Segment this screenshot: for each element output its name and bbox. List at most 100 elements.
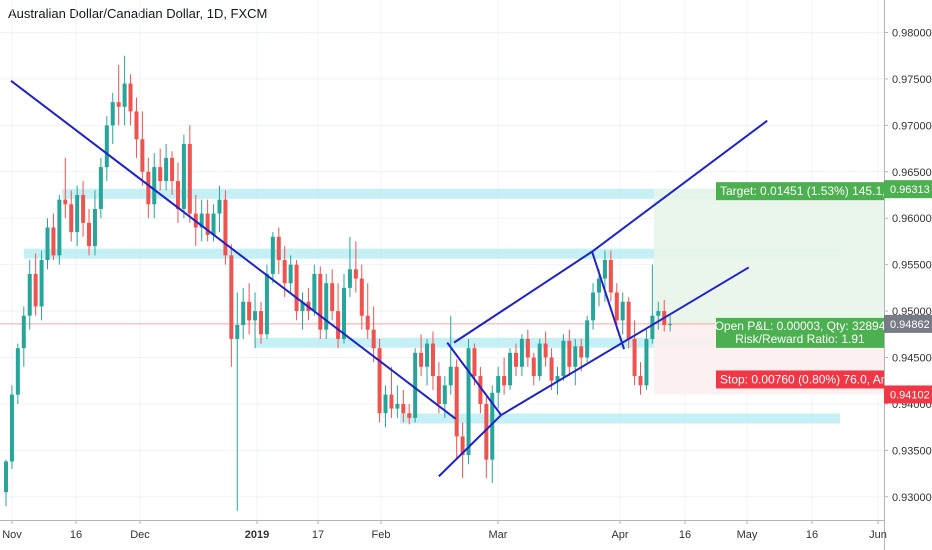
candle-body: [205, 213, 210, 235]
candle-body: [555, 376, 560, 381]
trend-line: [446, 342, 502, 416]
current-price-tag-bg: [884, 314, 932, 333]
target-price-tag: 0.96313: [890, 184, 930, 196]
candle-body: [187, 143, 192, 214]
candle-body: [33, 273, 38, 307]
candle-body: [158, 167, 163, 182]
y-tick-label: 0.93500: [892, 445, 932, 457]
candle-body: [543, 343, 548, 358]
candle-body: [496, 376, 501, 393]
candle-body: [478, 376, 483, 404]
candle-body: [436, 376, 441, 404]
trend-line: [591, 251, 626, 350]
candle-body: [211, 213, 216, 235]
candle-body: [395, 403, 400, 409]
position-tool[interactable]: [0, 189, 884, 395]
candle-body: [561, 340, 566, 377]
candle-body: [264, 273, 269, 335]
y-tick-label: 0.98000: [892, 28, 932, 40]
trend-line: [591, 119, 768, 253]
candle-body: [235, 325, 240, 339]
candle-body: [549, 357, 554, 381]
y-tick-label: 0.96000: [892, 213, 932, 225]
candle-body: [490, 392, 495, 460]
candle-body: [9, 394, 14, 462]
candle-body: [573, 346, 578, 367]
candle-body: [650, 315, 655, 339]
candle-body: [597, 278, 601, 293]
x-tick-label: Mar: [489, 529, 508, 541]
candle-body: [181, 143, 186, 209]
candle-body: [51, 227, 56, 256]
candle-body: [591, 292, 596, 321]
price-axis-bg: [884, 0, 932, 550]
y-tick-label: 0.93000: [892, 492, 932, 504]
candle-body: [63, 199, 68, 205]
candle-body: [134, 111, 139, 140]
candle-body: [377, 348, 382, 414]
candle-body: [454, 366, 459, 437]
candle-body: [300, 301, 305, 312]
y-tick-label: 0.94500: [892, 353, 932, 365]
trend-line: [438, 414, 502, 478]
candle-body: [282, 260, 287, 284]
trend-line: [453, 250, 593, 344]
candle-body: [336, 311, 341, 339]
time-axis-bg: [0, 520, 884, 550]
position-labels: Target: 0.01451 (1.53%) 145.1, Amount: St…: [715, 182, 932, 389]
candle-body: [342, 287, 347, 339]
target-price-tag-bg: [884, 180, 932, 199]
x-tick-label: Nov: [2, 529, 22, 541]
candle-body: [668, 324, 673, 326]
candle-body: [253, 311, 258, 321]
time-axis[interactable]: Nov 16 Dec 2019 17 Feb Mar Apr 16 May 16 Jun: [0, 520, 887, 550]
candle-body: [537, 343, 542, 377]
x-tick-label: Dec: [130, 529, 150, 541]
y-tick-label: 0.97500: [892, 74, 932, 86]
stop-price-tag-bg: [884, 385, 932, 404]
x-tick-label: 2019: [245, 529, 269, 541]
x-tick-label: May: [737, 529, 758, 541]
candle-body: [140, 139, 145, 172]
x-tick-label: 16: [679, 529, 691, 541]
price-axis[interactable]: 0.98000 0.97500 0.97000 0.96500 0.96000 0.955…: [884, 0, 932, 550]
x-tick-label: 16: [70, 529, 82, 541]
candle-body: [508, 352, 513, 386]
x-tick-label: Feb: [372, 529, 391, 541]
candle-body: [288, 264, 293, 284]
candle-body: [270, 236, 275, 274]
candle-body: [638, 376, 643, 386]
candle-body: [21, 315, 26, 349]
candle-body: [258, 311, 263, 335]
candle-body: [519, 338, 524, 367]
candle-body: [39, 260, 44, 307]
candle-body: [223, 199, 228, 256]
candle-body: [276, 236, 281, 260]
candle-body: [122, 83, 127, 107]
candle-body: [318, 273, 323, 330]
target-label-box: [716, 182, 884, 201]
candle-body: [27, 273, 32, 316]
candle-body: [419, 352, 424, 367]
candle-body: [567, 340, 572, 367]
candle-body: [294, 264, 299, 312]
candle-body: [602, 260, 607, 279]
candle-body: [247, 301, 252, 321]
candle-body: [365, 315, 370, 330]
candle-body: [371, 329, 376, 349]
x-tick-label: 17: [312, 529, 324, 541]
support-zone: [400, 413, 840, 424]
candle-body: [472, 348, 477, 377]
candle-body: [324, 283, 329, 330]
candle-body: [57, 199, 62, 256]
candle-body: [626, 301, 631, 339]
pnl-label-text: Open P&L: 0.00003, Qty: 32894: [715, 319, 886, 333]
candle-body: [632, 338, 637, 377]
trend-lines[interactable]: [10, 79, 768, 478]
current-price-tag: 0.94862: [890, 319, 930, 331]
stop-label-box: [716, 370, 884, 389]
candle-body: [513, 352, 518, 367]
candle-body: [128, 83, 133, 112]
candle-body: [146, 171, 151, 205]
